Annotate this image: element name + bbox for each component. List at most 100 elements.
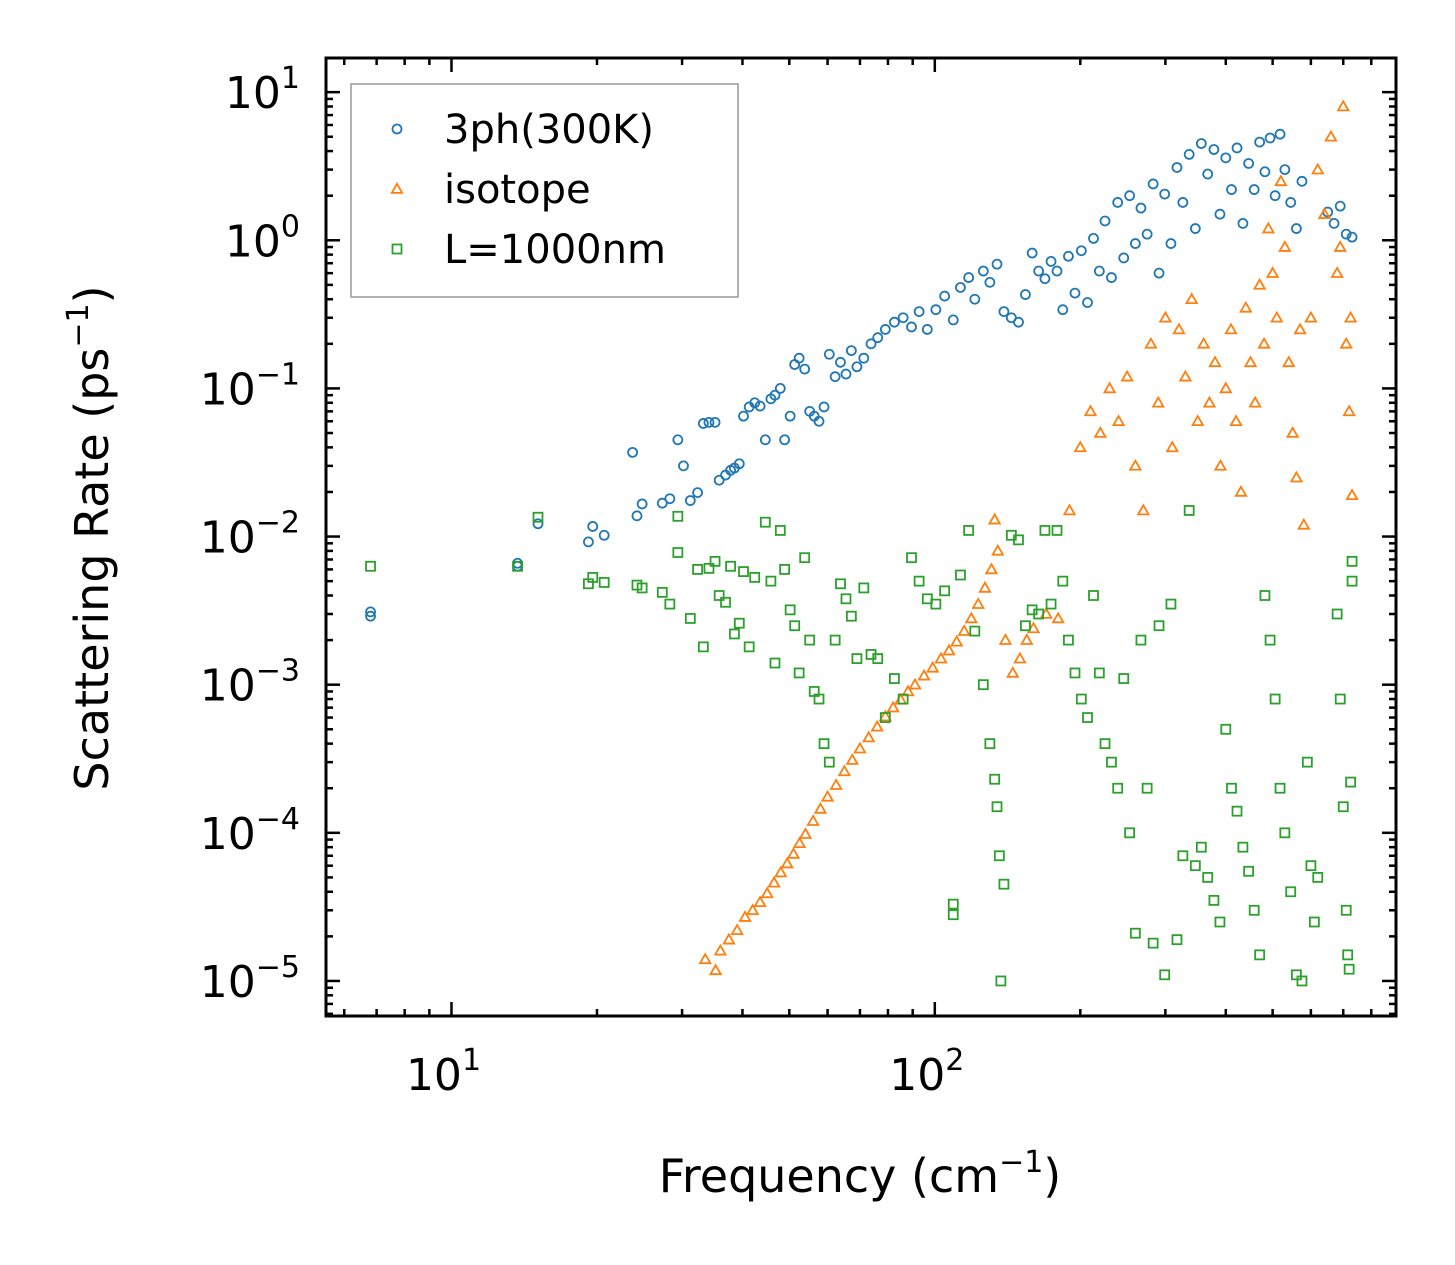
data-point-square bbox=[1045, 598, 1057, 610]
y-tick-label: 100 bbox=[225, 209, 300, 267]
data-point-square bbox=[1274, 782, 1286, 794]
data-point-square bbox=[1057, 575, 1069, 587]
data-point-circle bbox=[1183, 148, 1195, 160]
data-point-square bbox=[703, 562, 715, 574]
data-point-circle bbox=[1279, 164, 1291, 175]
data-point-square bbox=[1082, 712, 1093, 723]
data-point-triangle bbox=[1144, 336, 1158, 349]
data-point-square bbox=[1285, 886, 1297, 898]
data-point-circle bbox=[1189, 223, 1201, 234]
data-point-square bbox=[512, 560, 523, 572]
data-point-square bbox=[930, 598, 942, 610]
series-L=1000nm bbox=[365, 505, 1358, 987]
data-point-circle bbox=[835, 356, 846, 368]
data-point-triangle bbox=[1165, 440, 1180, 453]
data-point-circle bbox=[749, 397, 761, 409]
data-point-circle bbox=[897, 312, 909, 324]
data-point-triangle bbox=[745, 903, 760, 916]
data-point-circle bbox=[906, 321, 917, 333]
series-3ph(300K) bbox=[365, 128, 1358, 622]
data-point-triangle bbox=[1006, 665, 1020, 678]
data-point-square bbox=[1135, 634, 1147, 646]
data-point-square bbox=[656, 586, 668, 598]
data-point-square bbox=[598, 577, 610, 588]
data-point-square bbox=[1208, 894, 1220, 906]
y-tick-label: 10−1 bbox=[200, 357, 300, 415]
data-point-square bbox=[1063, 634, 1074, 646]
plot-frame bbox=[324, 56, 1398, 1018]
data-point-square bbox=[1243, 865, 1255, 877]
data-point-circle bbox=[703, 416, 715, 428]
data-point-triangle bbox=[1285, 426, 1300, 438]
data-point-square bbox=[1075, 693, 1087, 705]
data-point-square bbox=[1220, 723, 1232, 735]
data-point-circle bbox=[709, 416, 721, 428]
data-point-square bbox=[1159, 969, 1171, 981]
data-point-circle bbox=[1093, 265, 1105, 277]
data-point-square bbox=[793, 667, 805, 679]
data-point-square bbox=[1165, 598, 1177, 610]
data-point-circle bbox=[813, 415, 825, 427]
data-point-triangle bbox=[1013, 651, 1027, 664]
data-point-triangle bbox=[767, 875, 781, 888]
legend-label: 3ph(300K) bbox=[444, 107, 654, 153]
data-point-triangle bbox=[1208, 355, 1222, 368]
data-point-square bbox=[697, 641, 709, 653]
data-point-triangle bbox=[780, 856, 794, 869]
data-point-square bbox=[840, 593, 852, 605]
data-point-circle bbox=[759, 434, 771, 446]
data-point-triangle bbox=[934, 651, 948, 664]
data-point-circle bbox=[793, 352, 805, 364]
data-point-circle bbox=[1254, 136, 1266, 148]
data-point-circle bbox=[1118, 252, 1130, 264]
data-point-square bbox=[998, 878, 1010, 890]
data-point-triangle bbox=[713, 943, 728, 956]
data-point-square bbox=[991, 801, 1003, 813]
data-point-triangle bbox=[1248, 395, 1262, 408]
data-point-triangle bbox=[1184, 292, 1199, 305]
data-point-triangle bbox=[1324, 129, 1338, 142]
data-point-triangle bbox=[1342, 404, 1356, 417]
data-point-circle bbox=[1177, 197, 1189, 208]
data-point-circle bbox=[1291, 223, 1302, 234]
data-point-square bbox=[532, 511, 544, 523]
data-point-triangle bbox=[1304, 310, 1318, 323]
data-point-triangle bbox=[1282, 355, 1296, 368]
data-point-triangle bbox=[942, 643, 956, 656]
data-point-square bbox=[1308, 916, 1320, 928]
data-point-triangle bbox=[1128, 458, 1143, 471]
data-point-square bbox=[1195, 841, 1207, 853]
data-point-square bbox=[743, 641, 755, 653]
y-axis-label-superscript: −1 bbox=[61, 303, 96, 347]
data-point-square bbox=[1088, 590, 1099, 601]
data-point-circle bbox=[984, 276, 996, 288]
data-point-square bbox=[1020, 620, 1031, 632]
data-point-square bbox=[1343, 963, 1355, 975]
data-point-square bbox=[789, 620, 801, 632]
data-point-circle bbox=[1269, 190, 1281, 202]
data-point-triangle bbox=[1274, 174, 1288, 187]
data-point-triangle bbox=[1093, 426, 1108, 438]
data-point-circle bbox=[1020, 289, 1031, 300]
data-point-circle bbox=[1208, 144, 1220, 155]
data-point-triangle bbox=[998, 633, 1013, 645]
data-point-square bbox=[1305, 860, 1317, 872]
data-point-triangle bbox=[786, 846, 801, 859]
data-point-circle bbox=[879, 324, 891, 335]
series-isotope bbox=[698, 99, 1359, 976]
data-point-square bbox=[913, 575, 925, 587]
data-point-square bbox=[1342, 949, 1354, 961]
data-point-circle bbox=[1033, 265, 1045, 277]
data-point-circle bbox=[672, 434, 684, 446]
data-point-circle bbox=[1063, 250, 1074, 262]
data-point-circle bbox=[692, 487, 703, 498]
data-point-triangle bbox=[1202, 395, 1217, 408]
data-point-circle bbox=[1129, 238, 1141, 249]
data-point-square bbox=[587, 571, 599, 583]
data-point-circle bbox=[1039, 273, 1051, 285]
legend-label: isotope bbox=[444, 167, 591, 213]
data-point-square bbox=[939, 585, 951, 597]
data-point-circle bbox=[1159, 188, 1171, 200]
legend-entry: isotope bbox=[390, 167, 591, 213]
data-point-square bbox=[1093, 667, 1105, 679]
